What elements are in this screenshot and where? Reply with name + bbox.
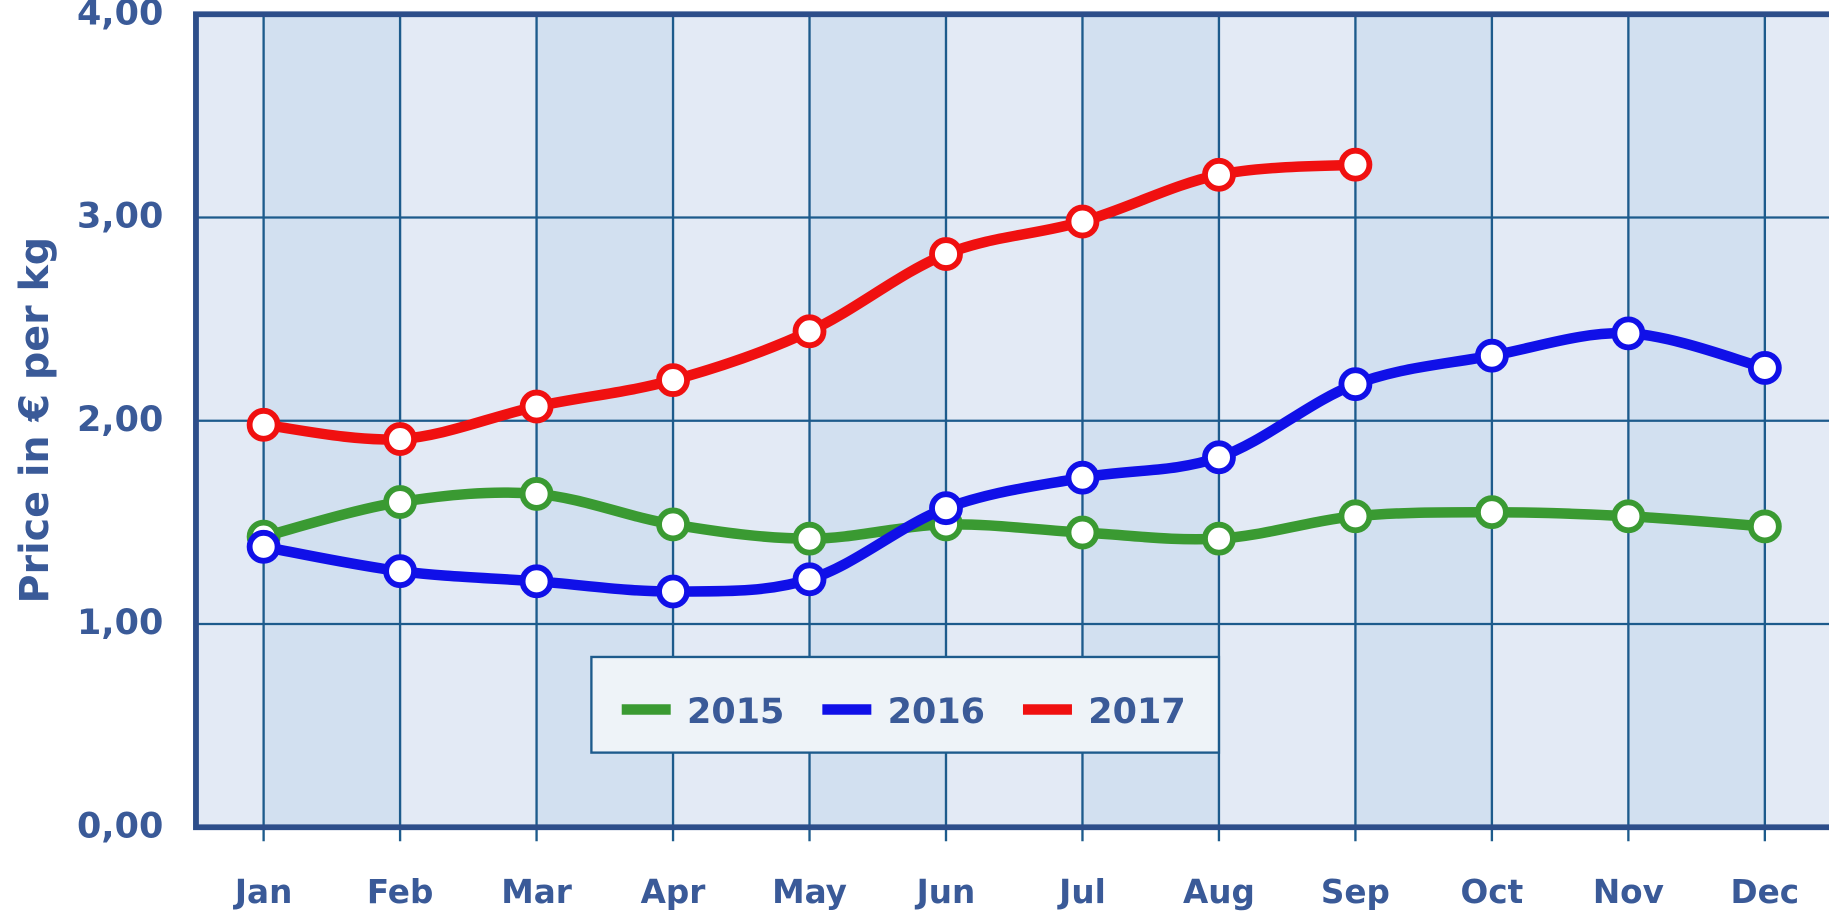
y-tick-label: 2,00 <box>77 400 163 440</box>
axis-frame <box>193 11 1829 831</box>
data-point <box>929 491 963 526</box>
data-point <box>383 554 418 589</box>
x-tick-label: Nov <box>1593 873 1664 911</box>
data-point <box>1747 350 1782 385</box>
data-point <box>383 485 418 519</box>
data-point <box>1611 316 1646 351</box>
y-tick-label: 3,00 <box>77 197 163 237</box>
data-point <box>246 407 281 442</box>
legend-label: 2015 <box>687 692 784 732</box>
x-tick-label: Jun <box>915 873 976 911</box>
data-point <box>1338 367 1373 402</box>
data-point <box>792 521 827 556</box>
y-tick-label: 4,00 <box>77 0 163 33</box>
data-point <box>1065 204 1100 239</box>
x-tick-label: Dec <box>1731 873 1800 911</box>
y-axis-label: Price in € per kg <box>12 237 58 604</box>
legend-label: 2017 <box>1088 692 1185 732</box>
x-tick-label: Mar <box>501 873 573 911</box>
data-point <box>1065 515 1100 550</box>
data-point <box>1474 338 1509 373</box>
x-tick-label: Oct <box>1461 873 1524 911</box>
data-point <box>929 237 963 272</box>
x-tick-label: Aug <box>1183 873 1255 911</box>
x-tick-label: Sep <box>1321 873 1390 911</box>
x-tick-label: May <box>772 873 847 911</box>
data-point <box>656 363 690 398</box>
x-tick-label: Jul <box>1057 873 1106 911</box>
y-tick-label: 1,00 <box>77 603 163 643</box>
data-point <box>246 529 281 564</box>
legend-label: 2016 <box>888 692 985 732</box>
data-point <box>656 574 690 609</box>
data-point <box>519 389 554 424</box>
data-point <box>1202 521 1236 556</box>
data-point <box>519 564 554 599</box>
y-tick-label: 0,00 <box>77 806 163 846</box>
x-tick-label: Jan <box>233 873 292 911</box>
data-point <box>792 314 827 349</box>
x-tick-label: Apr <box>641 873 707 911</box>
data-point <box>1611 499 1646 534</box>
data-point <box>1338 499 1373 534</box>
data-point <box>1202 440 1236 475</box>
legend-box <box>590 655 1221 754</box>
data-point <box>792 562 827 597</box>
data-point <box>519 477 554 511</box>
data-point <box>1065 460 1100 495</box>
data-point <box>1747 509 1782 544</box>
x-tick-label: Feb <box>367 873 434 911</box>
data-point <box>1202 157 1236 192</box>
data-point <box>656 507 690 542</box>
data-point <box>383 422 418 456</box>
data-point <box>1338 147 1373 182</box>
data-point <box>1474 495 1509 530</box>
